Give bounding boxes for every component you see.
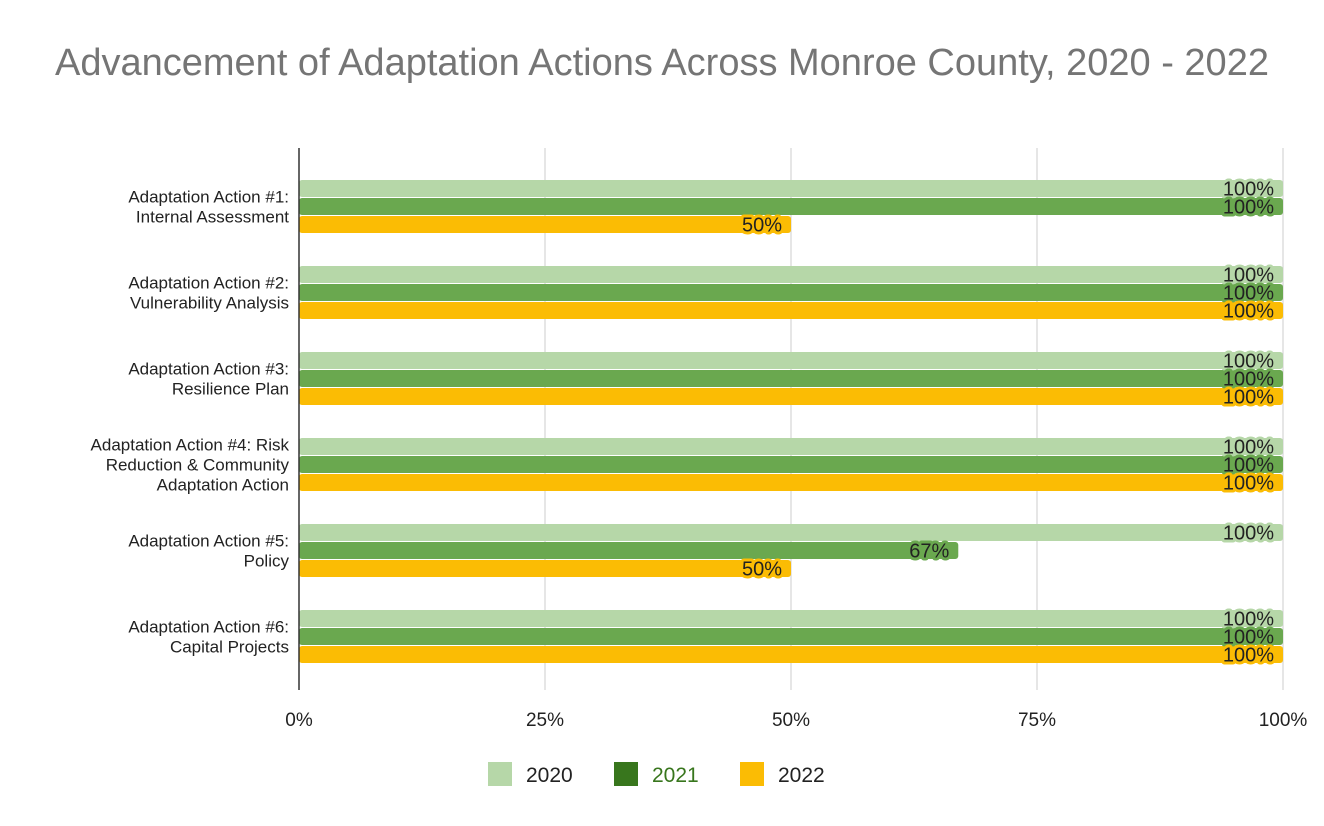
bar-2020-4 — [299, 438, 1283, 455]
legend-swatch-2022 — [740, 762, 764, 786]
category-label: Adaptation Action #2: Vulnerability Analy… — [128, 274, 289, 313]
chart-title-text: Advancement of Adaptation Actions Across… — [55, 42, 1269, 84]
bars — [299, 180, 1283, 663]
data-label-2020-4: 100% — [1223, 437, 1274, 459]
legend-label-2022: 2022 — [778, 764, 825, 787]
category-label: Adaptation Action #1: Internal Assessment — [128, 188, 289, 227]
data-label-2022-5: 50% — [742, 559, 782, 581]
grid-lines — [544, 148, 1284, 690]
bar-2022-1 — [299, 216, 791, 233]
bar-2022-6 — [299, 646, 1283, 663]
data-label-2022-3: 100% — [1223, 387, 1274, 409]
data-labels: 100%100%100%100%100%100%100%100%100%100%… — [739, 176, 1277, 670]
legend-label-2020: 2020 — [526, 764, 573, 787]
category-label: Adaptation Action #6: Capital Projects — [128, 618, 289, 657]
data-label-2022-4: 100% — [1223, 473, 1274, 495]
category-label: Adaptation Action #4: Risk Reduction & Co… — [91, 436, 290, 495]
chart-title: Advancement of Adaptation Actions Across… — [0, 42, 1324, 84]
legend-swatch-2020 — [488, 762, 512, 786]
x-tick-label: 50% — [772, 710, 810, 731]
category-label: Adaptation Action #3: Resilience Plan — [128, 360, 289, 399]
bar-2022-2 — [299, 302, 1283, 319]
bar-2020-3 — [299, 352, 1283, 369]
bar-2020-5 — [299, 524, 1283, 541]
data-label-2022-2: 100% — [1223, 301, 1274, 323]
bar-2021-4 — [299, 456, 1283, 473]
bar-2022-5 — [299, 560, 791, 577]
bar-2022-3 — [299, 388, 1283, 405]
x-tick-label: 75% — [1018, 710, 1056, 731]
data-label-2020-1: 100% — [1223, 179, 1274, 201]
data-label-2022-1: 50% — [742, 215, 782, 237]
bar-2022-4 — [299, 474, 1283, 491]
bar-2021-3 — [299, 370, 1283, 387]
x-tick-label: 25% — [526, 710, 564, 731]
bar-2021-5 — [299, 542, 959, 559]
bar-2020-2 — [299, 266, 1283, 283]
bar-2021-2 — [299, 284, 1283, 301]
x-tick-label: 0% — [285, 710, 313, 731]
axes: 0% 25% 50% 75% 100% Adaptation Action #1: Inte… — [91, 148, 1308, 731]
data-label-2021-6: 100% — [1223, 627, 1274, 649]
bar-2020-1 — [299, 180, 1283, 197]
category-label: Adaptation Action #5: Policy — [128, 532, 289, 571]
data-label-2020-2: 100% — [1223, 265, 1274, 287]
data-label-2021-1: 100% — [1223, 197, 1274, 219]
x-tick-label: 100% — [1259, 710, 1308, 731]
legend-label-2021: 2021 — [652, 764, 699, 787]
data-label-2021-4: 100% — [1223, 455, 1274, 477]
data-label-2022-6: 100% — [1223, 645, 1274, 667]
data-label-2021-5: 67% — [909, 541, 949, 563]
data-label-2021-3: 100% — [1223, 369, 1274, 391]
data-label-2021-2: 100% — [1223, 283, 1274, 305]
data-label-2020-5: 100% — [1223, 523, 1274, 545]
bar-2021-1 — [299, 198, 1283, 215]
bar-2020-6 — [299, 610, 1283, 627]
data-label-2020-6: 100% — [1223, 609, 1274, 631]
bar-2021-6 — [299, 628, 1283, 645]
legend: 2020 2021 2022 — [488, 762, 825, 787]
data-label-2020-3: 100% — [1223, 351, 1274, 373]
legend-swatch-2021 — [614, 762, 638, 786]
